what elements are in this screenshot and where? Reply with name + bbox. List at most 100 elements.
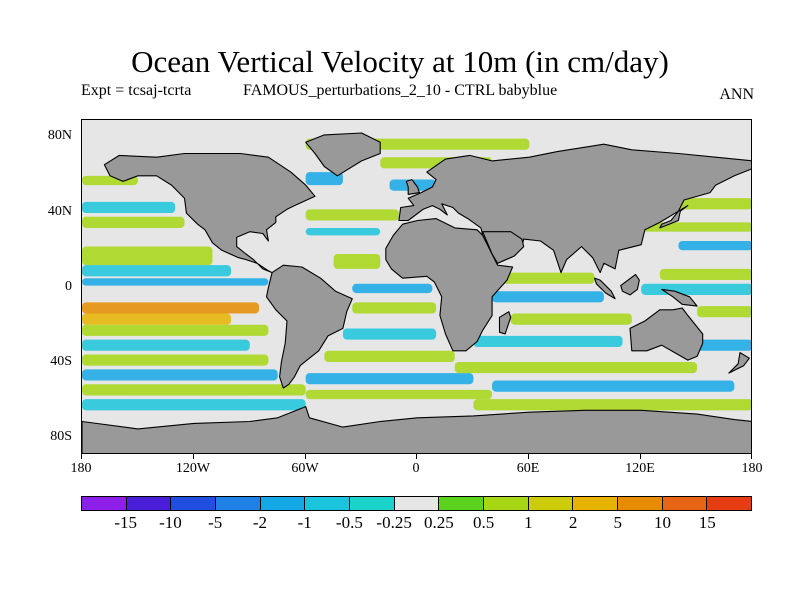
colorbar-label: -2 bbox=[252, 513, 267, 532]
lat-label-80n: 80N bbox=[47, 128, 72, 143]
colorbar-label: -1 bbox=[297, 513, 312, 532]
run-label: FAMOUS_perturbations_2_10 - CTRL babyblu… bbox=[243, 82, 558, 99]
velocity-band bbox=[342, 328, 437, 340]
velocity-band bbox=[492, 291, 604, 303]
colorbar-swatch bbox=[707, 497, 752, 510]
lon-label-120e: 120E bbox=[625, 461, 655, 476]
velocity-band bbox=[82, 278, 269, 286]
lat-label-80s: 80S bbox=[50, 429, 72, 444]
land-north-america bbox=[103, 152, 316, 274]
velocity-band bbox=[82, 354, 269, 366]
colorbar-label: 5 bbox=[613, 513, 623, 532]
tick bbox=[528, 454, 529, 459]
colorbar-label: -10 bbox=[159, 513, 182, 532]
colorbar bbox=[81, 496, 752, 511]
colorbar-swatch bbox=[528, 497, 574, 510]
land-south-america bbox=[265, 264, 353, 389]
velocity-band bbox=[678, 240, 751, 251]
lon-label-180e: 180 bbox=[741, 461, 763, 476]
tick bbox=[81, 454, 82, 459]
land-new-zealand bbox=[728, 352, 750, 374]
colorbar-swatch bbox=[394, 497, 440, 510]
velocity-band bbox=[697, 339, 751, 351]
colorbar-label: -15 bbox=[114, 513, 138, 532]
velocity-band bbox=[678, 198, 751, 210]
velocity-band bbox=[82, 265, 232, 277]
land-australia bbox=[629, 307, 704, 361]
colorbar-swatch bbox=[484, 497, 529, 510]
velocity-band bbox=[82, 313, 232, 325]
tick bbox=[193, 454, 194, 459]
colorbar-label: 2 bbox=[568, 513, 578, 532]
colorbar-label: -0.25 bbox=[376, 513, 412, 532]
velocity-band bbox=[82, 302, 260, 314]
colorbar-label: 0.25 bbox=[423, 513, 454, 532]
velocity-band bbox=[82, 216, 185, 228]
land-africa bbox=[385, 218, 514, 352]
colorbar-label: 0.5 bbox=[472, 513, 495, 532]
colorbar-swatch bbox=[82, 497, 127, 510]
colorbar-label: 15 bbox=[698, 513, 716, 532]
experiment-label: Expt = tcsaj-tcrta bbox=[81, 82, 192, 99]
lon-label-60w: 60W bbox=[291, 461, 319, 476]
velocity-band bbox=[82, 324, 269, 336]
tick bbox=[305, 454, 306, 459]
lon-label-180w: 180 bbox=[70, 461, 92, 476]
colorbar-swatch bbox=[260, 497, 306, 510]
velocity-band bbox=[305, 172, 343, 186]
colorbar-swatch bbox=[350, 497, 395, 510]
velocity-band bbox=[697, 306, 751, 318]
world-map bbox=[82, 120, 751, 453]
colorbar-swatch bbox=[305, 497, 351, 510]
colorbar-labels: -15 -10 -5 -2 -1 -0.5 -0.25 0.25 0.5 1 2 5 10 15 bbox=[81, 513, 752, 535]
colorbar-label: 1 bbox=[524, 513, 533, 532]
lon-label-60e: 60E bbox=[516, 461, 540, 476]
land-japan bbox=[659, 205, 689, 229]
land-sumatra bbox=[594, 277, 616, 300]
velocity-band bbox=[473, 335, 623, 348]
velocity-band bbox=[352, 283, 433, 294]
velocity-band bbox=[333, 254, 381, 269]
lon-label-0: 0 bbox=[412, 461, 420, 476]
velocity-band bbox=[324, 350, 455, 362]
colorbar-swatch bbox=[126, 497, 172, 510]
lon-label-120w: 120W bbox=[175, 461, 211, 476]
velocity-band bbox=[454, 361, 698, 374]
land-greenland bbox=[305, 132, 381, 177]
land-masses bbox=[82, 132, 751, 453]
land-borneo bbox=[620, 273, 640, 296]
velocity-band bbox=[305, 389, 493, 400]
colorbar-swatch bbox=[216, 497, 261, 510]
velocity-band bbox=[659, 268, 751, 281]
velocity-band bbox=[473, 399, 751, 411]
colorbar-swatch bbox=[171, 497, 217, 510]
land-arabia-fill bbox=[482, 231, 525, 264]
velocity-band bbox=[305, 209, 399, 221]
velocity-band bbox=[82, 384, 306, 396]
velocity-band bbox=[492, 272, 595, 284]
colorbar-label: -5 bbox=[208, 513, 223, 532]
colorbar-label: 10 bbox=[654, 513, 672, 532]
land-antarctica bbox=[82, 406, 751, 453]
velocity-band bbox=[82, 399, 306, 411]
velocity-band bbox=[352, 302, 437, 314]
map-panel bbox=[81, 119, 752, 454]
velocity-band bbox=[492, 380, 735, 392]
season-label: ANN bbox=[719, 86, 754, 103]
velocity-band bbox=[305, 373, 474, 385]
velocity-band bbox=[82, 369, 278, 381]
lat-label-40s: 40S bbox=[50, 354, 72, 369]
velocity-band bbox=[82, 246, 213, 266]
land-uk bbox=[405, 179, 420, 195]
tick bbox=[640, 454, 641, 459]
land-new-guinea bbox=[661, 288, 698, 307]
colorbar-label: -0.5 bbox=[335, 513, 363, 532]
land-madagascar bbox=[498, 311, 512, 335]
colorbar-swatch bbox=[439, 497, 485, 510]
lat-label-eq: 0 bbox=[65, 279, 72, 294]
tick bbox=[751, 454, 752, 459]
colorbar-swatch bbox=[662, 497, 708, 510]
tick bbox=[416, 454, 417, 459]
velocity-band bbox=[305, 227, 381, 236]
velocity-band bbox=[641, 283, 751, 295]
